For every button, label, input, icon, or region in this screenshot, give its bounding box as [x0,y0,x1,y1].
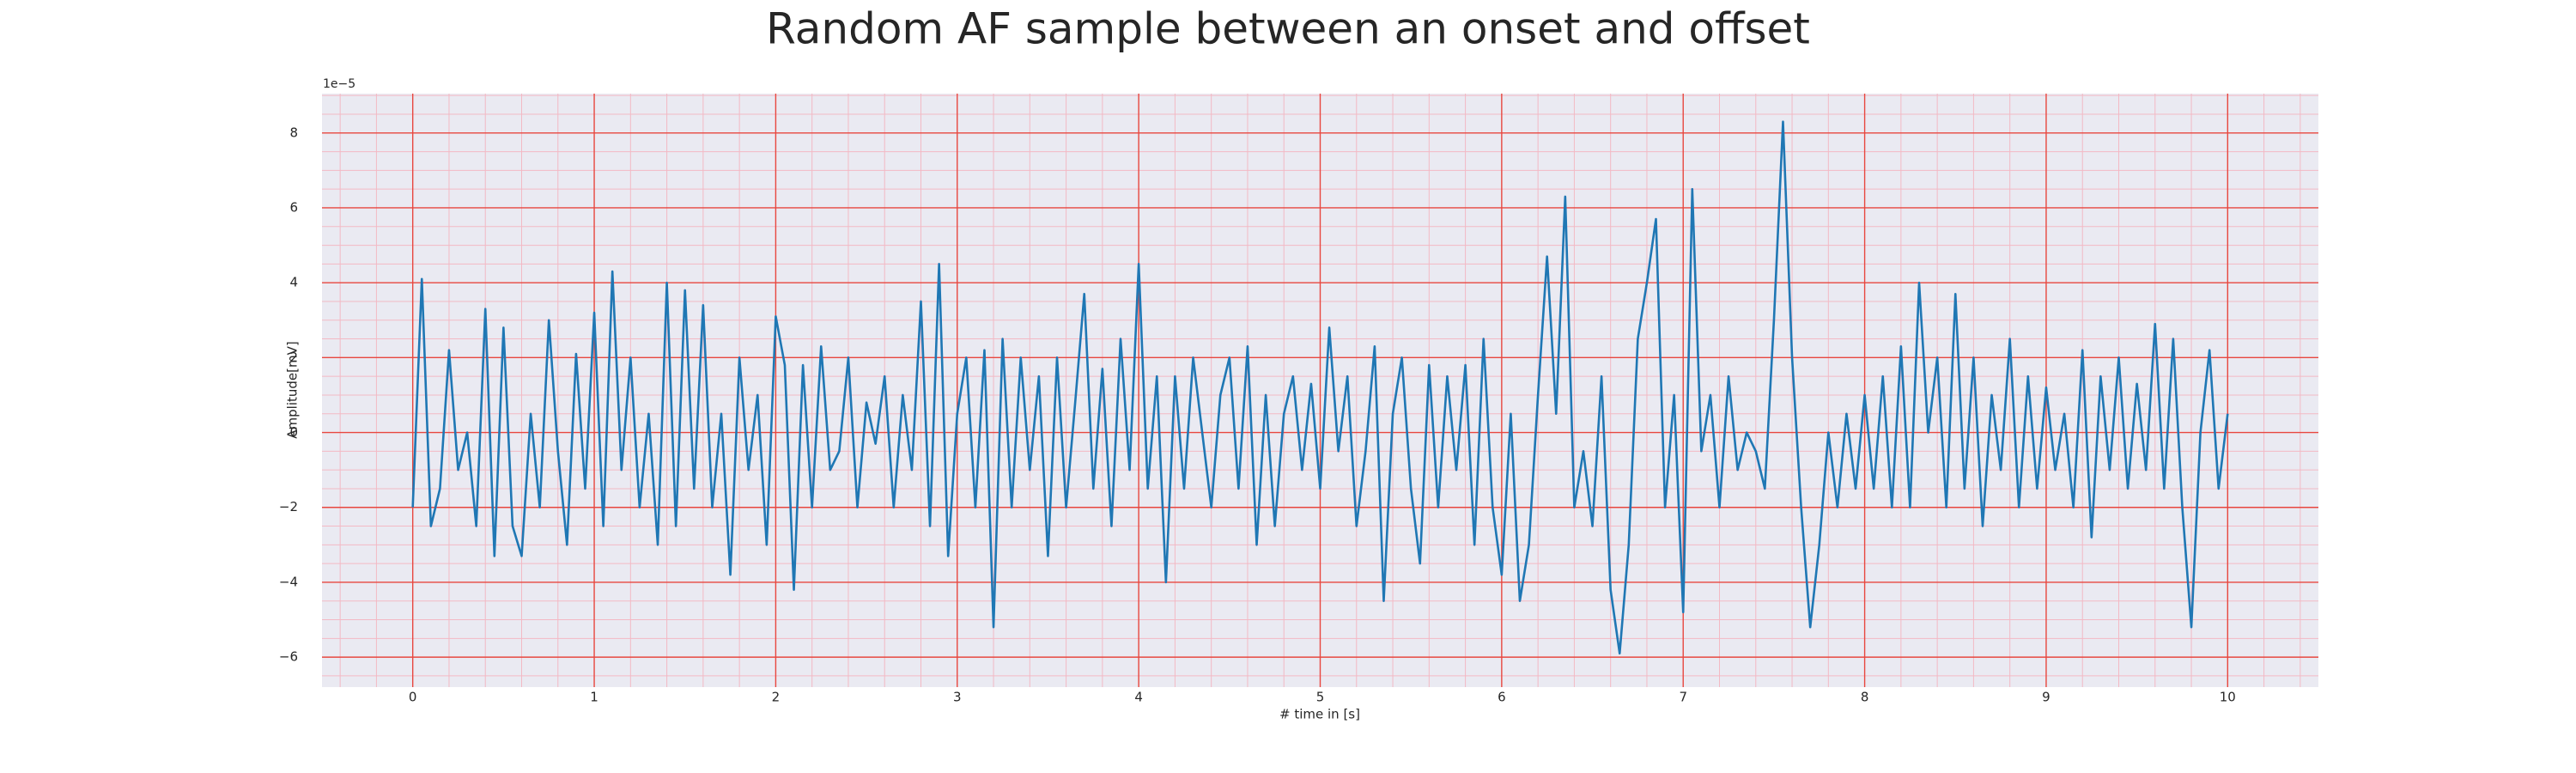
x-tick-label: 3 [953,690,962,705]
y-axis-label: Amplitude[mV] [285,341,301,438]
data-line [411,120,2229,655]
marks [411,120,2229,655]
y-tick-label: −4 [279,574,298,589]
y-tick-label: 4 [289,275,298,290]
x-tick-label: 0 [409,690,417,705]
x-tick-label: 8 [1861,690,1869,705]
x-tick-label: 10 [2220,690,2236,705]
y-tick-label: 6 [289,199,298,215]
y-tick-label: 0 [289,424,298,440]
y-tick-label: 2 [289,350,298,365]
chart-title: Random AF sample between an onset and of… [766,4,1810,54]
y-tick-label: −6 [279,649,298,665]
x-tick-label: 9 [2042,690,2050,705]
y-offset-label: 1e−5 [323,77,355,91]
x-tick-label: 4 [1134,690,1143,705]
x-tick-label: 7 [1679,690,1687,705]
x-tick-label: 6 [1498,690,1506,705]
x-axis-label: # time in [s] [1279,707,1360,722]
x-tick-label: 1 [590,690,598,705]
x-tick-label: 2 [772,690,781,705]
y-tick-label: −2 [279,499,298,514]
y-tick-label: 8 [289,125,298,140]
x-tick-label: 5 [1316,690,1325,705]
